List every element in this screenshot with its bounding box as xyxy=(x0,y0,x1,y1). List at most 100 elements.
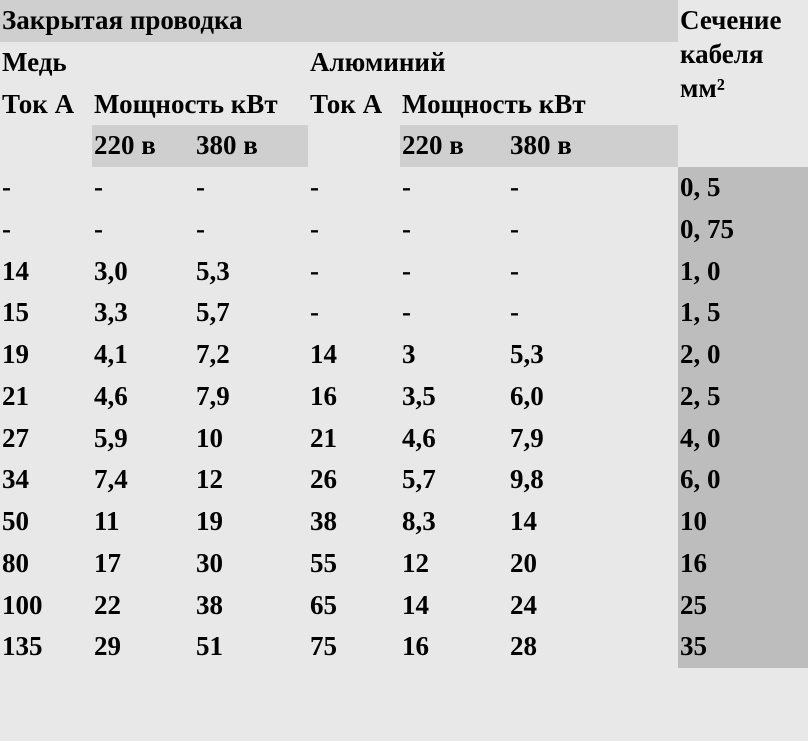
al-380-cell: 5,3 xyxy=(508,334,678,376)
al-380-cell: 7,9 xyxy=(508,418,678,460)
cu-current-cell: 100 xyxy=(0,585,92,627)
cu-380-cell: 19 xyxy=(194,501,308,543)
al-power-header: Мощность кВт xyxy=(400,84,678,126)
cu-current-cell: 15 xyxy=(0,292,92,334)
wiring-table: Закрытая проводка Сечение кабеля мм² Мед… xyxy=(0,0,808,668)
material-copper: Медь xyxy=(0,42,308,84)
cu-current-cell: 34 xyxy=(0,459,92,501)
table-row: ------0, 75 xyxy=(0,209,808,251)
cu-220-cell: 7,4 xyxy=(92,459,194,501)
al-220-cell: - xyxy=(400,292,508,334)
cu-current-cell: 135 xyxy=(0,626,92,668)
cu-380-cell: 5,3 xyxy=(194,251,308,293)
cu-380-header: 380 в xyxy=(194,125,308,167)
al-current-header: Ток А xyxy=(308,84,400,126)
section-cell: 10 xyxy=(678,501,808,543)
cu-current-cell: 21 xyxy=(0,376,92,418)
section-cell: 25 xyxy=(678,585,808,627)
al-220-cell: 16 xyxy=(400,626,508,668)
al-220-cell: 3 xyxy=(400,334,508,376)
al-380-cell: 28 xyxy=(508,626,678,668)
cu-current-cell: - xyxy=(0,209,92,251)
cu-380-cell: 5,7 xyxy=(194,292,308,334)
al-current-cell: 21 xyxy=(308,418,400,460)
al-220-header: 220 в xyxy=(400,125,508,167)
cu-current-cell: 50 xyxy=(0,501,92,543)
al-380-cell: - xyxy=(508,292,678,334)
cu-current-header: Ток А xyxy=(0,84,92,126)
cu-380-cell: 51 xyxy=(194,626,308,668)
al-current-cell: 65 xyxy=(308,585,400,627)
cu-220-cell: 4,6 xyxy=(92,376,194,418)
cu-220-cell: 3,0 xyxy=(92,251,194,293)
al-380-cell: 14 xyxy=(508,501,678,543)
cu-380-cell: 7,9 xyxy=(194,376,308,418)
al-220-cell: - xyxy=(400,167,508,209)
al-380-cell: 9,8 xyxy=(508,459,678,501)
al-220-cell: 8,3 xyxy=(400,501,508,543)
table-row: 153,35,7---1, 5 xyxy=(0,292,808,334)
al-220-cell: 5,7 xyxy=(400,459,508,501)
section-cell: 0, 5 xyxy=(678,167,808,209)
section-cell: 16 xyxy=(678,543,808,585)
cu-current-cell: 27 xyxy=(0,418,92,460)
table-row: 347,412265,79,86, 0 xyxy=(0,459,808,501)
cu-220-cell: 3,3 xyxy=(92,292,194,334)
table-row: 214,67,9163,56,02, 5 xyxy=(0,376,808,418)
al-current-cell: 55 xyxy=(308,543,400,585)
cu-220-cell: - xyxy=(92,209,194,251)
al-current-cell: - xyxy=(308,251,400,293)
table-row: 194,17,21435,32, 0 xyxy=(0,334,808,376)
cu-380-cell: - xyxy=(194,209,308,251)
section-cell: 0, 75 xyxy=(678,209,808,251)
cu-380-cell: 38 xyxy=(194,585,308,627)
section-header-cell: Сечение кабеля мм² xyxy=(678,0,808,167)
al-current-cell: 14 xyxy=(308,334,400,376)
material-aluminium: Алюминий xyxy=(308,42,678,84)
al-volt-blank xyxy=(308,125,400,167)
cu-220-cell: 5,9 xyxy=(92,418,194,460)
al-380-cell: 6,0 xyxy=(508,376,678,418)
cu-220-cell: 17 xyxy=(92,543,194,585)
al-220-cell: 4,6 xyxy=(400,418,508,460)
al-current-cell: 16 xyxy=(308,376,400,418)
cu-220-cell: 11 xyxy=(92,501,194,543)
cu-380-cell: 12 xyxy=(194,459,308,501)
cu-220-cell: 22 xyxy=(92,585,194,627)
section-cell: 35 xyxy=(678,626,808,668)
cu-220-header: 220 в xyxy=(92,125,194,167)
al-current-cell: - xyxy=(308,292,400,334)
cu-380-cell: - xyxy=(194,167,308,209)
cu-current-cell: 19 xyxy=(0,334,92,376)
al-220-cell: 14 xyxy=(400,585,508,627)
cu-220-cell: - xyxy=(92,167,194,209)
cu-380-cell: 30 xyxy=(194,543,308,585)
al-380-cell: - xyxy=(508,167,678,209)
table-row: ------0, 5 xyxy=(0,167,808,209)
cu-220-cell: 29 xyxy=(92,626,194,668)
al-380-cell: - xyxy=(508,209,678,251)
title-cell: Закрытая проводка xyxy=(0,0,678,42)
table-row: 143,05,3---1, 0 xyxy=(0,251,808,293)
table-row: 80173055122016 xyxy=(0,543,808,585)
al-380-cell: 24 xyxy=(508,585,678,627)
section-cell: 4, 0 xyxy=(678,418,808,460)
al-current-cell: 75 xyxy=(308,626,400,668)
section-cell: 1, 0 xyxy=(678,251,808,293)
al-current-cell: - xyxy=(308,209,400,251)
table-row: 275,910214,67,94, 0 xyxy=(0,418,808,460)
al-380-cell: 20 xyxy=(508,543,678,585)
cu-volt-blank xyxy=(0,125,92,167)
al-220-cell: - xyxy=(400,251,508,293)
cu-current-cell: - xyxy=(0,167,92,209)
al-220-cell: - xyxy=(400,209,508,251)
cu-current-cell: 80 xyxy=(0,543,92,585)
al-220-cell: 12 xyxy=(400,543,508,585)
table-row: 501119388,31410 xyxy=(0,501,808,543)
al-380-cell: - xyxy=(508,251,678,293)
table-row: 135295175162835 xyxy=(0,626,808,668)
cu-current-cell: 14 xyxy=(0,251,92,293)
section-cell: 2, 5 xyxy=(678,376,808,418)
cu-380-cell: 10 xyxy=(194,418,308,460)
cu-220-cell: 4,1 xyxy=(92,334,194,376)
